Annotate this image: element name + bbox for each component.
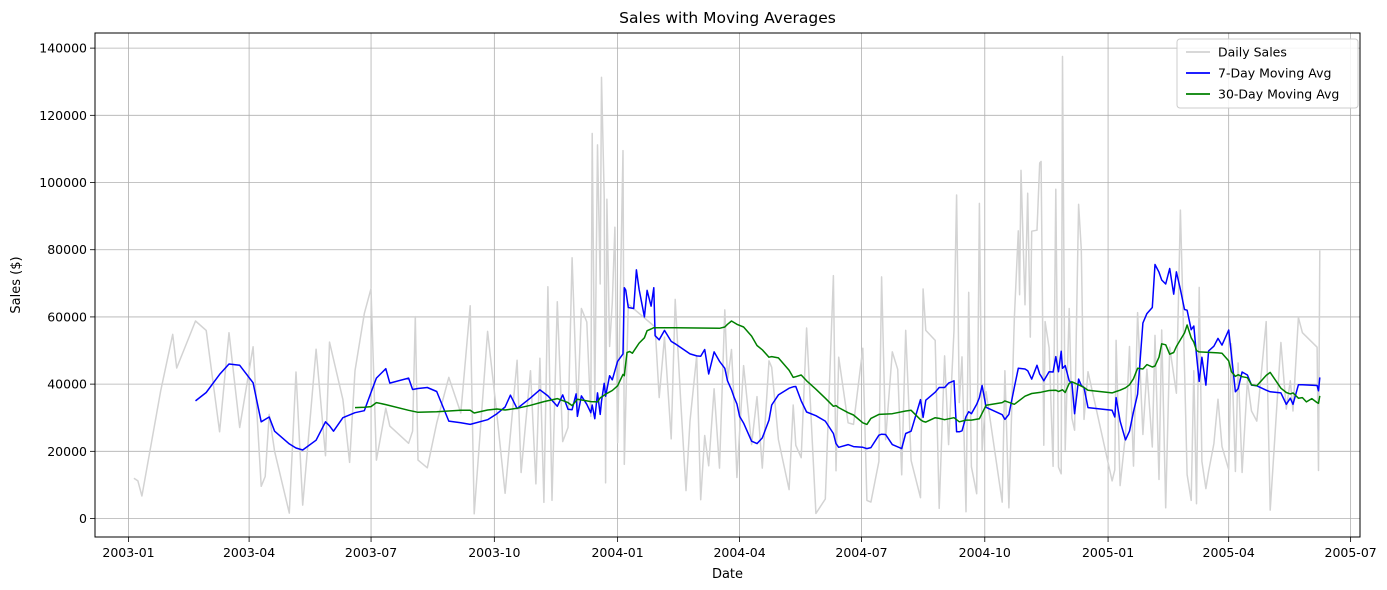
- x-axis: 2003-01 2003-04 2003-07 2003-10 2004-01 2004-…: [102, 537, 1377, 560]
- legend-entry-30-day-moving-avg: 30-Day Moving Avg: [1218, 87, 1339, 102]
- y-tick-label: 100000: [39, 175, 87, 190]
- plot-frame: [94, 32, 1361, 538]
- x-tick-label: 2005-07: [1325, 545, 1377, 560]
- y-axis-label: Sales ($): [9, 256, 24, 313]
- series-layer: [133, 55, 1321, 515]
- legend-entry-7-day-moving-avg: 7-Day Moving Avg: [1218, 66, 1331, 81]
- legend-box: [1176, 38, 1359, 109]
- y-axis: 0 20000 40000 60000 80000 100000 120000 140000: [39, 41, 95, 526]
- y-tick-label: 20000: [47, 444, 87, 459]
- x-tick-label: 2003-07: [345, 545, 397, 560]
- chart-title: Sales with Moving Averages: [619, 9, 836, 27]
- x-tick-label: 2004-10: [959, 545, 1011, 560]
- x-tick-label: 2004-01: [591, 545, 643, 560]
- x-tick-label: 2004-07: [835, 545, 887, 560]
- x-tick-label: 2005-01: [1082, 545, 1134, 560]
- y-tick-label: 0: [79, 511, 87, 526]
- daily-sales-line: [133, 55, 1321, 515]
- y-tick-label: 80000: [47, 242, 87, 257]
- y-tick-label: 40000: [47, 377, 87, 392]
- y-tick-label: 60000: [47, 309, 87, 324]
- legend-entry-daily-sales: Daily Sales: [1218, 45, 1287, 60]
- x-axis-label: Date: [712, 567, 743, 582]
- grid: [95, 33, 1360, 537]
- y-tick-label: 120000: [39, 108, 87, 123]
- x-tick-label: 2004-04: [713, 545, 765, 560]
- x-tick-label: 2005-04: [1203, 545, 1255, 560]
- 30-day-moving-avg-line: [354, 320, 1321, 426]
- legend: Daily Sales 7-Day Moving Avg 30-Day Moving…: [1176, 38, 1359, 109]
- y-tick-label: 140000: [39, 41, 87, 56]
- x-tick-label: 2003-04: [223, 545, 275, 560]
- 7-day-moving-avg-line: [195, 263, 1321, 451]
- x-tick-label: 2003-10: [468, 545, 520, 560]
- x-tick-label: 2003-01: [102, 545, 154, 560]
